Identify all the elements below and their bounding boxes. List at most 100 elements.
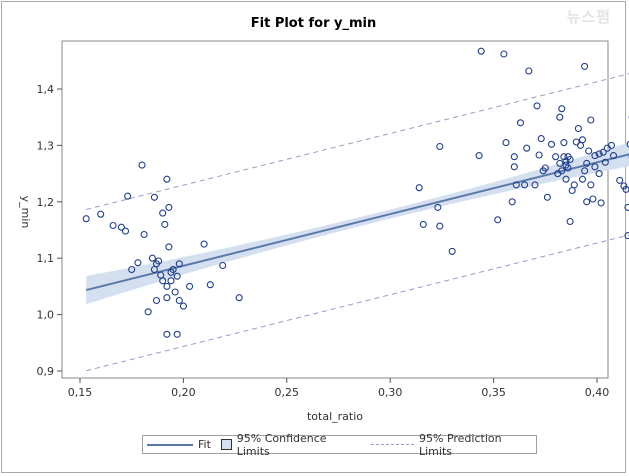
lower-prediction-limit: [86, 234, 629, 372]
data-point: [206, 281, 214, 289]
chart-title: Fit Plot for y_min: [250, 16, 377, 31]
data-point: [163, 294, 171, 302]
legend-entry-prediction: 95% Prediction Limits: [370, 431, 536, 458]
data-point: [607, 141, 616, 149]
data-point: [165, 243, 173, 251]
x-tick-label: 0,35: [481, 386, 506, 399]
legend-entry-fit: Fit: [147, 438, 211, 451]
data-point: [419, 220, 427, 228]
data-point: [597, 199, 605, 207]
data-point: [558, 167, 566, 175]
x-axis-label: total_ratio: [307, 410, 363, 423]
confidence-band: [86, 142, 629, 305]
data-point: [415, 184, 423, 192]
y-tick-label: 0,9: [37, 365, 55, 378]
data-point: [163, 282, 171, 290]
data-point: [144, 308, 152, 316]
data-point: [186, 282, 194, 290]
data-point: [502, 139, 510, 147]
data-point: [510, 163, 518, 171]
fit-line: [85, 153, 629, 292]
data-point: [589, 195, 597, 203]
data-point: [200, 240, 208, 248]
data-point: [140, 230, 148, 239]
data-point: [626, 140, 629, 148]
data-point: [585, 147, 593, 155]
data-point: [159, 209, 167, 217]
data-point: [500, 50, 508, 58]
data-point: [219, 261, 227, 270]
x-tick-label: 0,25: [275, 386, 300, 399]
data-point: [535, 151, 543, 159]
data-point: [566, 217, 574, 226]
data-point: [581, 167, 589, 175]
y-tick-label: 1,2: [37, 196, 55, 209]
data-point: [163, 175, 171, 183]
data-point: [436, 142, 444, 151]
data-point: [583, 198, 591, 206]
legend-label-fit: Fit: [198, 438, 211, 451]
data-point: [516, 119, 525, 127]
prediction-limit-swatch: [370, 444, 414, 445]
data-point: [475, 152, 483, 160]
data-point: [117, 223, 125, 231]
data-point: [601, 158, 609, 166]
data-point: [566, 155, 574, 164]
data-point: [175, 260, 183, 268]
data-point: [165, 203, 173, 211]
data-point: [560, 139, 568, 147]
y-tick-label: 1,3: [37, 139, 55, 152]
x-tick-label: 0,40: [585, 386, 610, 399]
x-tick-label: 0,30: [378, 386, 403, 399]
y-tick-label: 1,1: [37, 252, 55, 265]
y-tick-label: 1,0: [37, 309, 55, 322]
plot-area: [61, 40, 609, 379]
data-point: [595, 150, 603, 158]
x-tick-label: 0,15: [68, 386, 93, 399]
data-point: [121, 227, 130, 235]
data-point: [591, 163, 599, 171]
data-point: [124, 192, 132, 200]
data-point: [171, 288, 179, 296]
data-point: [572, 138, 580, 146]
legend-entry-confidence: 95% Confidence Limits: [220, 432, 361, 458]
data-point: [587, 181, 595, 189]
legend-label-prediction: 95% Prediction Limits: [419, 431, 502, 458]
data-point: [179, 302, 187, 310]
data-point: [609, 152, 618, 160]
data-point: [138, 161, 146, 169]
data-point: [574, 124, 582, 133]
data-point: [434, 203, 442, 211]
data-point: [477, 47, 485, 55]
watermark-logo: 뉴스펌: [566, 8, 611, 26]
data-point: [558, 105, 566, 113]
data-point: [541, 164, 549, 172]
data-point: [150, 193, 158, 201]
data-point: [508, 198, 516, 206]
data-point: [560, 153, 568, 161]
data-point: [159, 277, 167, 285]
data-point: [448, 247, 456, 255]
data-point: [564, 164, 572, 172]
data-point: [537, 135, 545, 143]
data-point: [556, 159, 564, 167]
data-point: [525, 67, 533, 75]
legend: Fit 95% Confidence Limits 95% Prediction…: [142, 432, 537, 458]
data-point: [531, 181, 539, 189]
data-point: [587, 116, 595, 124]
data-point: [436, 222, 444, 230]
data-point: [134, 259, 142, 267]
data-point: [547, 140, 556, 148]
data-point: [109, 221, 117, 230]
data-point: [533, 102, 541, 110]
data-point: [581, 62, 589, 70]
data-point: [622, 185, 629, 193]
x-tick-label: 0,20: [171, 386, 196, 399]
data-point: [167, 277, 175, 285]
data-point: [155, 257, 163, 265]
data-point: [578, 175, 587, 183]
data-point: [169, 265, 177, 274]
data-point: [624, 232, 629, 240]
data-point: [595, 170, 603, 178]
